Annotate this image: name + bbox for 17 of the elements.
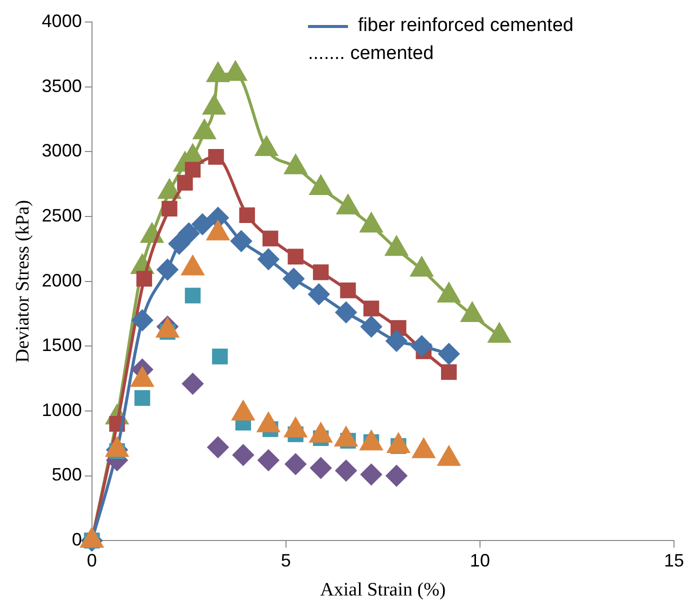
y-axis-title: Deviator Stress (kPa) [12, 200, 34, 363]
x-tick-label: 0 [86, 550, 97, 570]
annotation: fiber reinforced cemented [358, 14, 574, 38]
y-tick-label: 2500 [42, 205, 82, 226]
y-tick-label: 3000 [42, 140, 82, 161]
x-axis-title: Axial Strain (%) [320, 580, 446, 601]
y-tick-label: 500 [52, 464, 82, 485]
x-tick-label: 5 [280, 550, 291, 570]
x-tick-label: 15 [664, 550, 684, 570]
annotation: ....... cemented [308, 42, 434, 66]
y-tick-label: 0 [72, 530, 82, 550]
y-tick-label: 2000 [42, 270, 82, 290]
y-tick-label: 4000 [42, 10, 82, 31]
x-tick-label: 10 [470, 550, 490, 570]
y-tick-label: 3500 [42, 76, 82, 96]
y-tick-label: 1500 [42, 335, 82, 356]
y-tick-label: 1000 [42, 400, 82, 420]
